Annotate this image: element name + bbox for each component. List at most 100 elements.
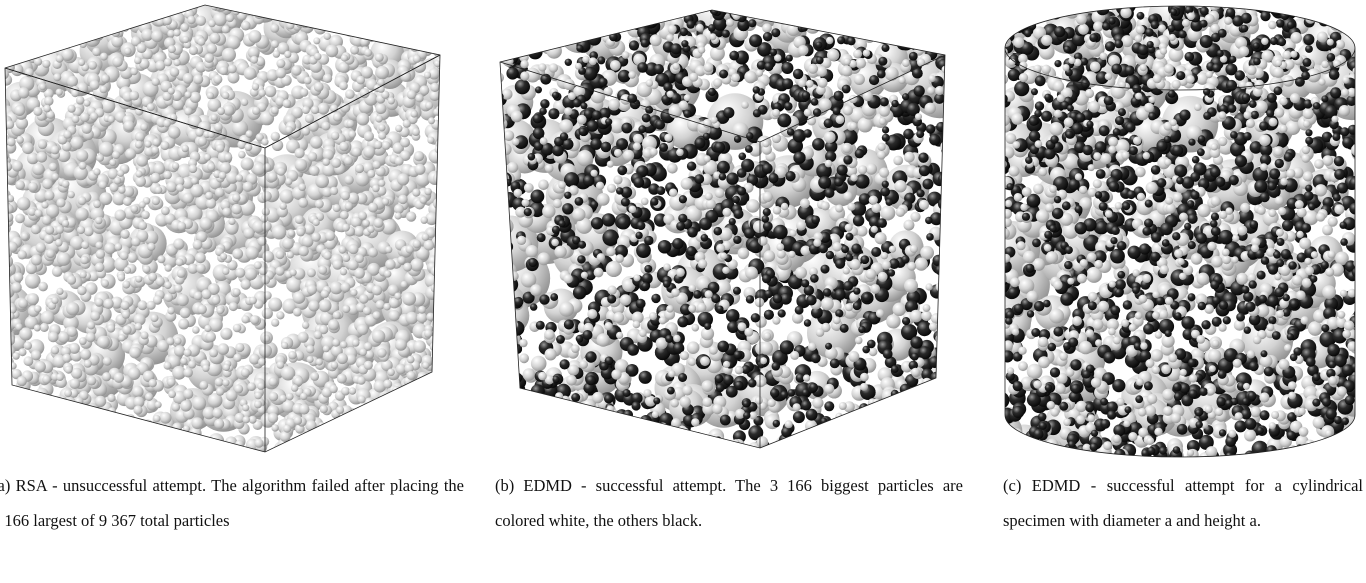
particle (632, 401, 641, 410)
particle (649, 7, 660, 18)
particle (837, 415, 853, 431)
particle (876, 309, 884, 317)
particle (238, 151, 246, 159)
particle (835, 20, 844, 29)
particle (514, 22, 525, 33)
particle (174, 284, 182, 292)
particle (842, 85, 851, 94)
particle (184, 349, 192, 357)
particle (744, 71, 757, 84)
particle (121, 0, 133, 10)
particle (865, 269, 876, 280)
particle (723, 375, 734, 386)
particle (564, 320, 574, 330)
particle (188, 360, 196, 368)
particle (117, 170, 124, 177)
particle (782, 78, 793, 89)
particle (147, 301, 156, 310)
particle (904, 152, 915, 163)
particle (309, 166, 319, 176)
particle (164, 281, 172, 289)
particle (430, 0, 441, 7)
particle (637, 221, 646, 230)
particle (378, 180, 385, 187)
particle (390, 10, 402, 22)
particle (540, 74, 551, 85)
particle (324, 33, 331, 40)
particle (496, 334, 509, 347)
particle (320, 6, 329, 15)
particle (304, 2, 319, 17)
particle (345, 433, 361, 449)
particle (793, 7, 805, 19)
particle (518, 20, 528, 30)
particle (411, 111, 418, 118)
particle (817, 1, 828, 12)
particle (749, 6, 758, 15)
particle (413, 240, 422, 249)
particle (806, 80, 814, 88)
particle (572, 208, 585, 221)
particle (524, 183, 534, 193)
particle (333, 420, 344, 431)
particle (507, 428, 523, 444)
particle (853, 50, 862, 59)
particle (176, 442, 187, 453)
particle (836, 416, 847, 427)
particle (422, 432, 435, 445)
particle (848, 351, 859, 362)
particle (935, 86, 944, 95)
particle (405, 33, 417, 45)
particle (935, 265, 945, 275)
particle (366, 0, 380, 7)
particle (621, 198, 630, 207)
particle (636, 243, 651, 258)
particle (555, 429, 568, 442)
particle (355, 164, 364, 173)
particle (271, 40, 279, 48)
particle (882, 260, 891, 269)
particle (424, 240, 435, 251)
particle (392, 32, 406, 46)
particle (433, 311, 445, 323)
particle (401, 408, 413, 420)
particle (480, 1, 531, 52)
particle (571, 393, 580, 402)
particle (318, 0, 333, 9)
particle (549, 34, 560, 45)
particle (590, 18, 602, 30)
particle (0, 220, 8, 234)
particle (665, 335, 673, 343)
particle (770, 388, 779, 397)
particle (506, 67, 518, 79)
particle (709, 346, 718, 355)
particle (0, 267, 7, 280)
particle (549, 63, 558, 72)
particle (140, 430, 149, 439)
particle (395, 125, 402, 132)
particle (63, 0, 76, 10)
particle (148, 273, 157, 282)
particle (0, 397, 6, 406)
particle (11, 401, 18, 408)
particle (435, 442, 446, 453)
particle (818, 78, 828, 88)
particle (407, 384, 424, 401)
particle (663, 83, 672, 92)
particle (0, 155, 8, 164)
particle (749, 34, 762, 47)
particle (399, 446, 412, 459)
particle (438, 304, 448, 314)
particle (354, 421, 367, 434)
particle (943, 443, 951, 451)
particle (62, 180, 70, 188)
particle (560, 132, 568, 140)
particle (378, 132, 386, 140)
particle (564, 172, 579, 187)
particle (95, 396, 106, 407)
particle (572, 418, 585, 431)
particle (939, 333, 952, 346)
particle (878, 57, 887, 66)
particle (880, 16, 891, 27)
particle (27, 293, 39, 305)
